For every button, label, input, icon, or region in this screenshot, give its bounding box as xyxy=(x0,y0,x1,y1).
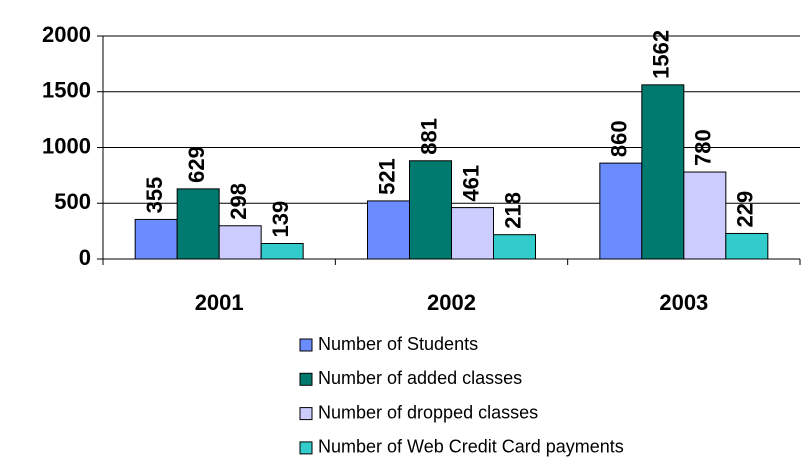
bar xyxy=(641,84,685,260)
legend-label: Number of added classes xyxy=(318,368,522,388)
data-label: 860 xyxy=(607,120,632,157)
data-label: 780 xyxy=(691,129,716,166)
bar xyxy=(134,218,178,260)
data-label: 218 xyxy=(500,192,525,229)
data-label: 1562 xyxy=(649,30,674,79)
legend-label: Number of dropped classes xyxy=(318,402,538,422)
y-tick-label: 1500 xyxy=(42,78,91,103)
data-label: 881 xyxy=(416,118,441,155)
data-label: 298 xyxy=(226,183,251,220)
bar xyxy=(367,200,410,260)
bar xyxy=(409,160,452,260)
bar xyxy=(260,243,304,260)
bar xyxy=(683,171,727,260)
y-tick-label: 0 xyxy=(79,245,91,270)
y-tick-label: 2000 xyxy=(42,22,91,47)
x-tick-label: 2001 xyxy=(195,290,244,315)
data-label: 461 xyxy=(458,165,483,202)
legend-label: Number of Web Credit Card payments xyxy=(318,437,624,457)
legend-swatch xyxy=(299,372,313,386)
legend-swatch xyxy=(299,338,313,352)
data-label: 139 xyxy=(268,201,293,238)
x-tick-label: 2002 xyxy=(427,290,476,315)
legend-label: Number of Students xyxy=(318,334,478,354)
bar xyxy=(451,207,494,260)
bar xyxy=(176,188,220,260)
data-label: 229 xyxy=(733,191,758,228)
x-tick-label: 2003 xyxy=(659,290,708,315)
bar xyxy=(599,162,643,260)
legend-swatch xyxy=(299,407,313,421)
legend-swatch xyxy=(299,441,313,455)
y-tick-label: 500 xyxy=(54,189,91,214)
bar xyxy=(218,225,262,260)
data-label: 521 xyxy=(374,158,399,195)
data-label: 355 xyxy=(142,177,167,214)
bar xyxy=(493,234,536,260)
bar xyxy=(725,232,769,260)
data-label: 629 xyxy=(184,146,209,183)
y-tick-label: 1000 xyxy=(42,133,91,158)
